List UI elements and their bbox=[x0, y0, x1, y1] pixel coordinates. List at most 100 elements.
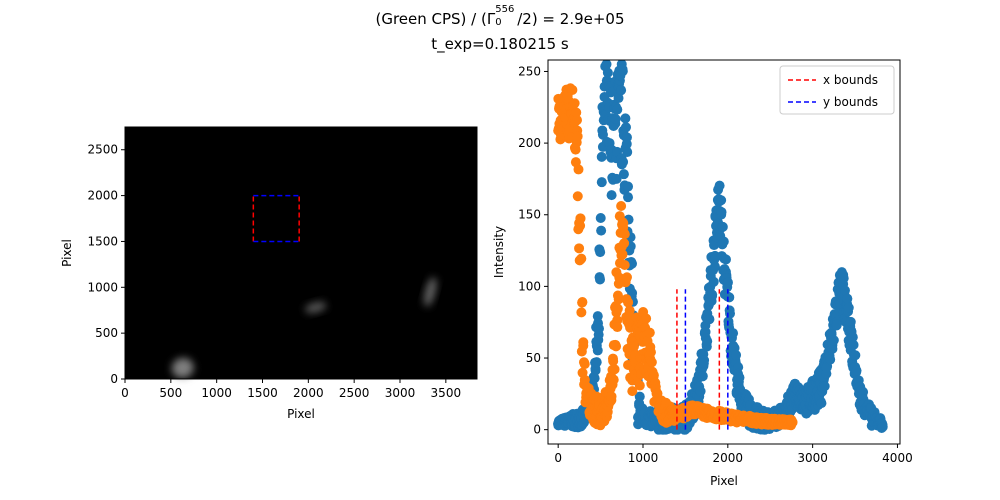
scatter-point bbox=[838, 273, 849, 284]
scatter-point bbox=[858, 387, 869, 398]
scatter-point bbox=[816, 398, 827, 409]
scatter-point bbox=[648, 370, 659, 381]
scatter-point bbox=[787, 417, 798, 428]
scatter-point bbox=[622, 147, 633, 158]
scatter-point bbox=[593, 323, 604, 334]
scatter-point bbox=[646, 357, 657, 368]
scatter-point bbox=[826, 327, 837, 338]
scatter-point bbox=[571, 107, 582, 118]
scatter-point bbox=[731, 350, 742, 361]
scatter-point bbox=[717, 221, 728, 232]
scatter-point bbox=[877, 421, 888, 432]
scatter-point bbox=[720, 254, 731, 265]
scatter-point bbox=[634, 380, 645, 391]
scatter-point bbox=[601, 60, 612, 70]
left-y-tick-label: 0 bbox=[110, 372, 118, 386]
scatter-point bbox=[607, 353, 618, 364]
scatter-point bbox=[624, 305, 635, 316]
scatter-point bbox=[621, 272, 632, 283]
scatter-point bbox=[620, 122, 631, 133]
scatter-point bbox=[609, 364, 620, 375]
scatter-point bbox=[612, 104, 623, 115]
scatter-point bbox=[617, 64, 628, 75]
scatter-point bbox=[595, 212, 606, 223]
scatter-point bbox=[621, 138, 632, 149]
right-y-tick-label: 150 bbox=[518, 208, 541, 222]
figure-title: (Green CPS) / (Γ 556 0/2) = 2.9e+05 bbox=[375, 4, 625, 28]
scatter-point bbox=[704, 314, 715, 325]
scatter-point bbox=[613, 93, 624, 104]
right-x-tick-label: 4000 bbox=[882, 451, 913, 465]
scatter-point bbox=[602, 67, 613, 78]
left-y-axis-label: Pixel bbox=[60, 239, 74, 267]
scatter-point bbox=[819, 381, 830, 392]
scatter-point bbox=[702, 336, 713, 347]
left-axes-frame bbox=[124, 126, 478, 380]
scatter-point bbox=[618, 156, 629, 167]
scatter-point bbox=[576, 253, 587, 264]
left-x-tick-label: 3000 bbox=[385, 386, 416, 400]
scatter-point bbox=[709, 261, 720, 272]
right-x-axis-label: Pixel bbox=[710, 474, 738, 488]
left-x-tick-label: 1000 bbox=[201, 386, 232, 400]
scatter-point bbox=[571, 115, 582, 126]
scatter-point bbox=[734, 372, 745, 383]
scatter-point bbox=[619, 229, 630, 240]
scatter-point bbox=[606, 391, 617, 402]
scatter-point bbox=[612, 322, 623, 333]
scatter-point bbox=[831, 319, 842, 330]
scatter-point bbox=[613, 294, 624, 305]
scatter-point bbox=[825, 354, 836, 365]
scatter-point bbox=[644, 327, 655, 338]
scatter-point bbox=[619, 238, 630, 249]
scatter-point bbox=[589, 373, 600, 384]
scatter-point bbox=[714, 180, 725, 191]
scatter-point bbox=[574, 243, 585, 254]
scatter-point bbox=[572, 191, 583, 202]
scatter-point bbox=[576, 307, 587, 318]
scatter-point bbox=[697, 371, 708, 382]
left-y-tick-label: 1500 bbox=[87, 234, 118, 248]
scatter-point bbox=[569, 98, 580, 109]
scatter-series-2 bbox=[553, 83, 798, 431]
heatmap-image bbox=[125, 127, 477, 379]
scatter-point bbox=[594, 274, 605, 285]
left-y-tick-label: 1000 bbox=[87, 280, 118, 294]
figure-subtitle: t_exp=0.180215 s bbox=[431, 35, 569, 53]
scatter-point bbox=[698, 358, 709, 369]
scatter-point bbox=[827, 343, 838, 354]
scatter-point bbox=[596, 177, 607, 188]
scatter-point bbox=[616, 200, 627, 211]
scatter-point bbox=[591, 357, 602, 368]
scatter-point bbox=[627, 386, 638, 397]
legend-label: x bounds bbox=[823, 73, 878, 87]
scatter-point bbox=[620, 113, 631, 124]
scatter-point bbox=[628, 341, 639, 352]
scatter-point bbox=[634, 391, 645, 402]
scatter-point bbox=[617, 249, 628, 260]
right-y-tick-label: 50 bbox=[526, 351, 541, 365]
scatter-point bbox=[716, 207, 727, 218]
scatter-point bbox=[575, 213, 586, 224]
right-x-tick-label: 1000 bbox=[628, 451, 659, 465]
scatter-point bbox=[618, 218, 629, 229]
heatmap-bright-region bbox=[171, 357, 194, 379]
scatter-point bbox=[641, 313, 652, 324]
scatter-point bbox=[845, 316, 856, 327]
scatter-point bbox=[606, 190, 617, 201]
scatter-point bbox=[608, 374, 619, 385]
scatter-point bbox=[707, 289, 718, 300]
heatmap-bright-region bbox=[304, 301, 327, 314]
scatter-point bbox=[716, 195, 727, 206]
left-x-tick-label: 2000 bbox=[293, 386, 324, 400]
scatter-point bbox=[623, 192, 634, 203]
left-x-tick-label: 2500 bbox=[339, 386, 370, 400]
left-x-tick-label: 3500 bbox=[431, 386, 462, 400]
scatter-point bbox=[623, 181, 634, 192]
legend-label: y bounds bbox=[823, 95, 878, 109]
right-x-tick-label: 0 bbox=[554, 451, 562, 465]
left-y-tick-label: 2000 bbox=[87, 189, 118, 203]
scatter-point bbox=[575, 220, 586, 231]
scatter-point bbox=[573, 164, 584, 175]
scatter-point bbox=[843, 302, 854, 313]
